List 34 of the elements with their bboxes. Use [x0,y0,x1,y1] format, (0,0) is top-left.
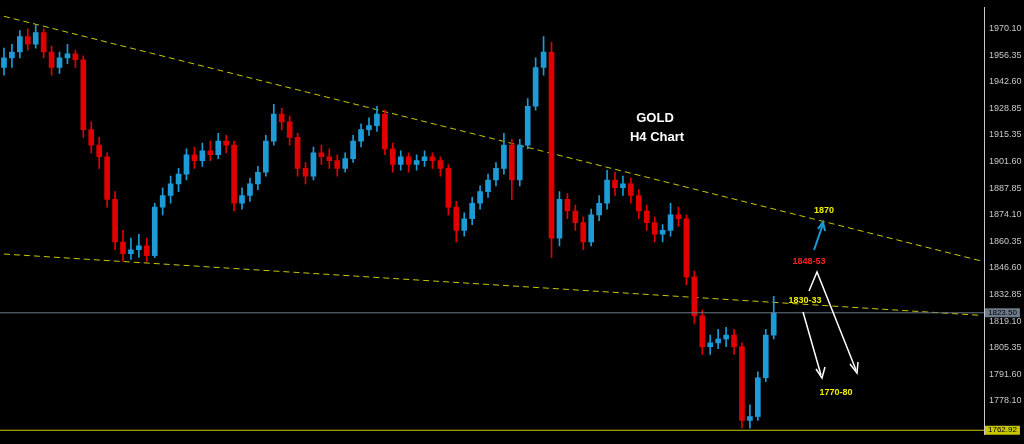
ref-line-label: 1762.92 [988,425,1018,435]
y-tick-label: 1778.10 [989,395,1022,406]
ref-line-label: 1823.50 [988,308,1018,318]
candlestick [326,148,333,169]
y-tick-label: 1846.60 [989,262,1022,273]
y-tick-label: 1887.85 [989,182,1022,193]
candlestick [620,175,626,196]
y-tick-label: 1942.60 [989,76,1022,87]
candlestick [223,135,229,154]
annotation: 1870 [813,205,835,216]
y-tick-label: 1805.35 [989,342,1022,353]
candlestick [128,237,134,260]
candlestick [723,327,729,348]
candlestick [707,334,714,355]
annotation: 1830-33 [788,295,822,306]
y-tick-label: 1860.35 [989,235,1022,246]
y-tick-label: 1970.10 [989,23,1022,34]
text: H4 Chart [629,128,685,144]
annotation: 1770-80 [819,387,853,398]
y-tick-label: 1956.35 [989,49,1022,60]
candlestick [747,404,753,429]
y-tick-label: 1874.10 [989,209,1022,220]
annotation: 1848-53 [792,256,826,267]
text: GOLD [636,109,674,125]
y-tick-label: 1901.60 [989,155,1022,166]
y-tick-label: 1915.35 [989,129,1022,140]
candlestick [207,140,214,161]
y-tick-label: 1791.60 [989,369,1022,380]
candlestick [136,233,142,258]
y-tick-label: 1832.85 [989,289,1022,300]
y-tick-label: 1819.10 [989,315,1022,326]
candlestick [715,328,721,350]
candlestick [9,43,15,68]
y-tick-label: 1928.85 [989,103,1022,114]
